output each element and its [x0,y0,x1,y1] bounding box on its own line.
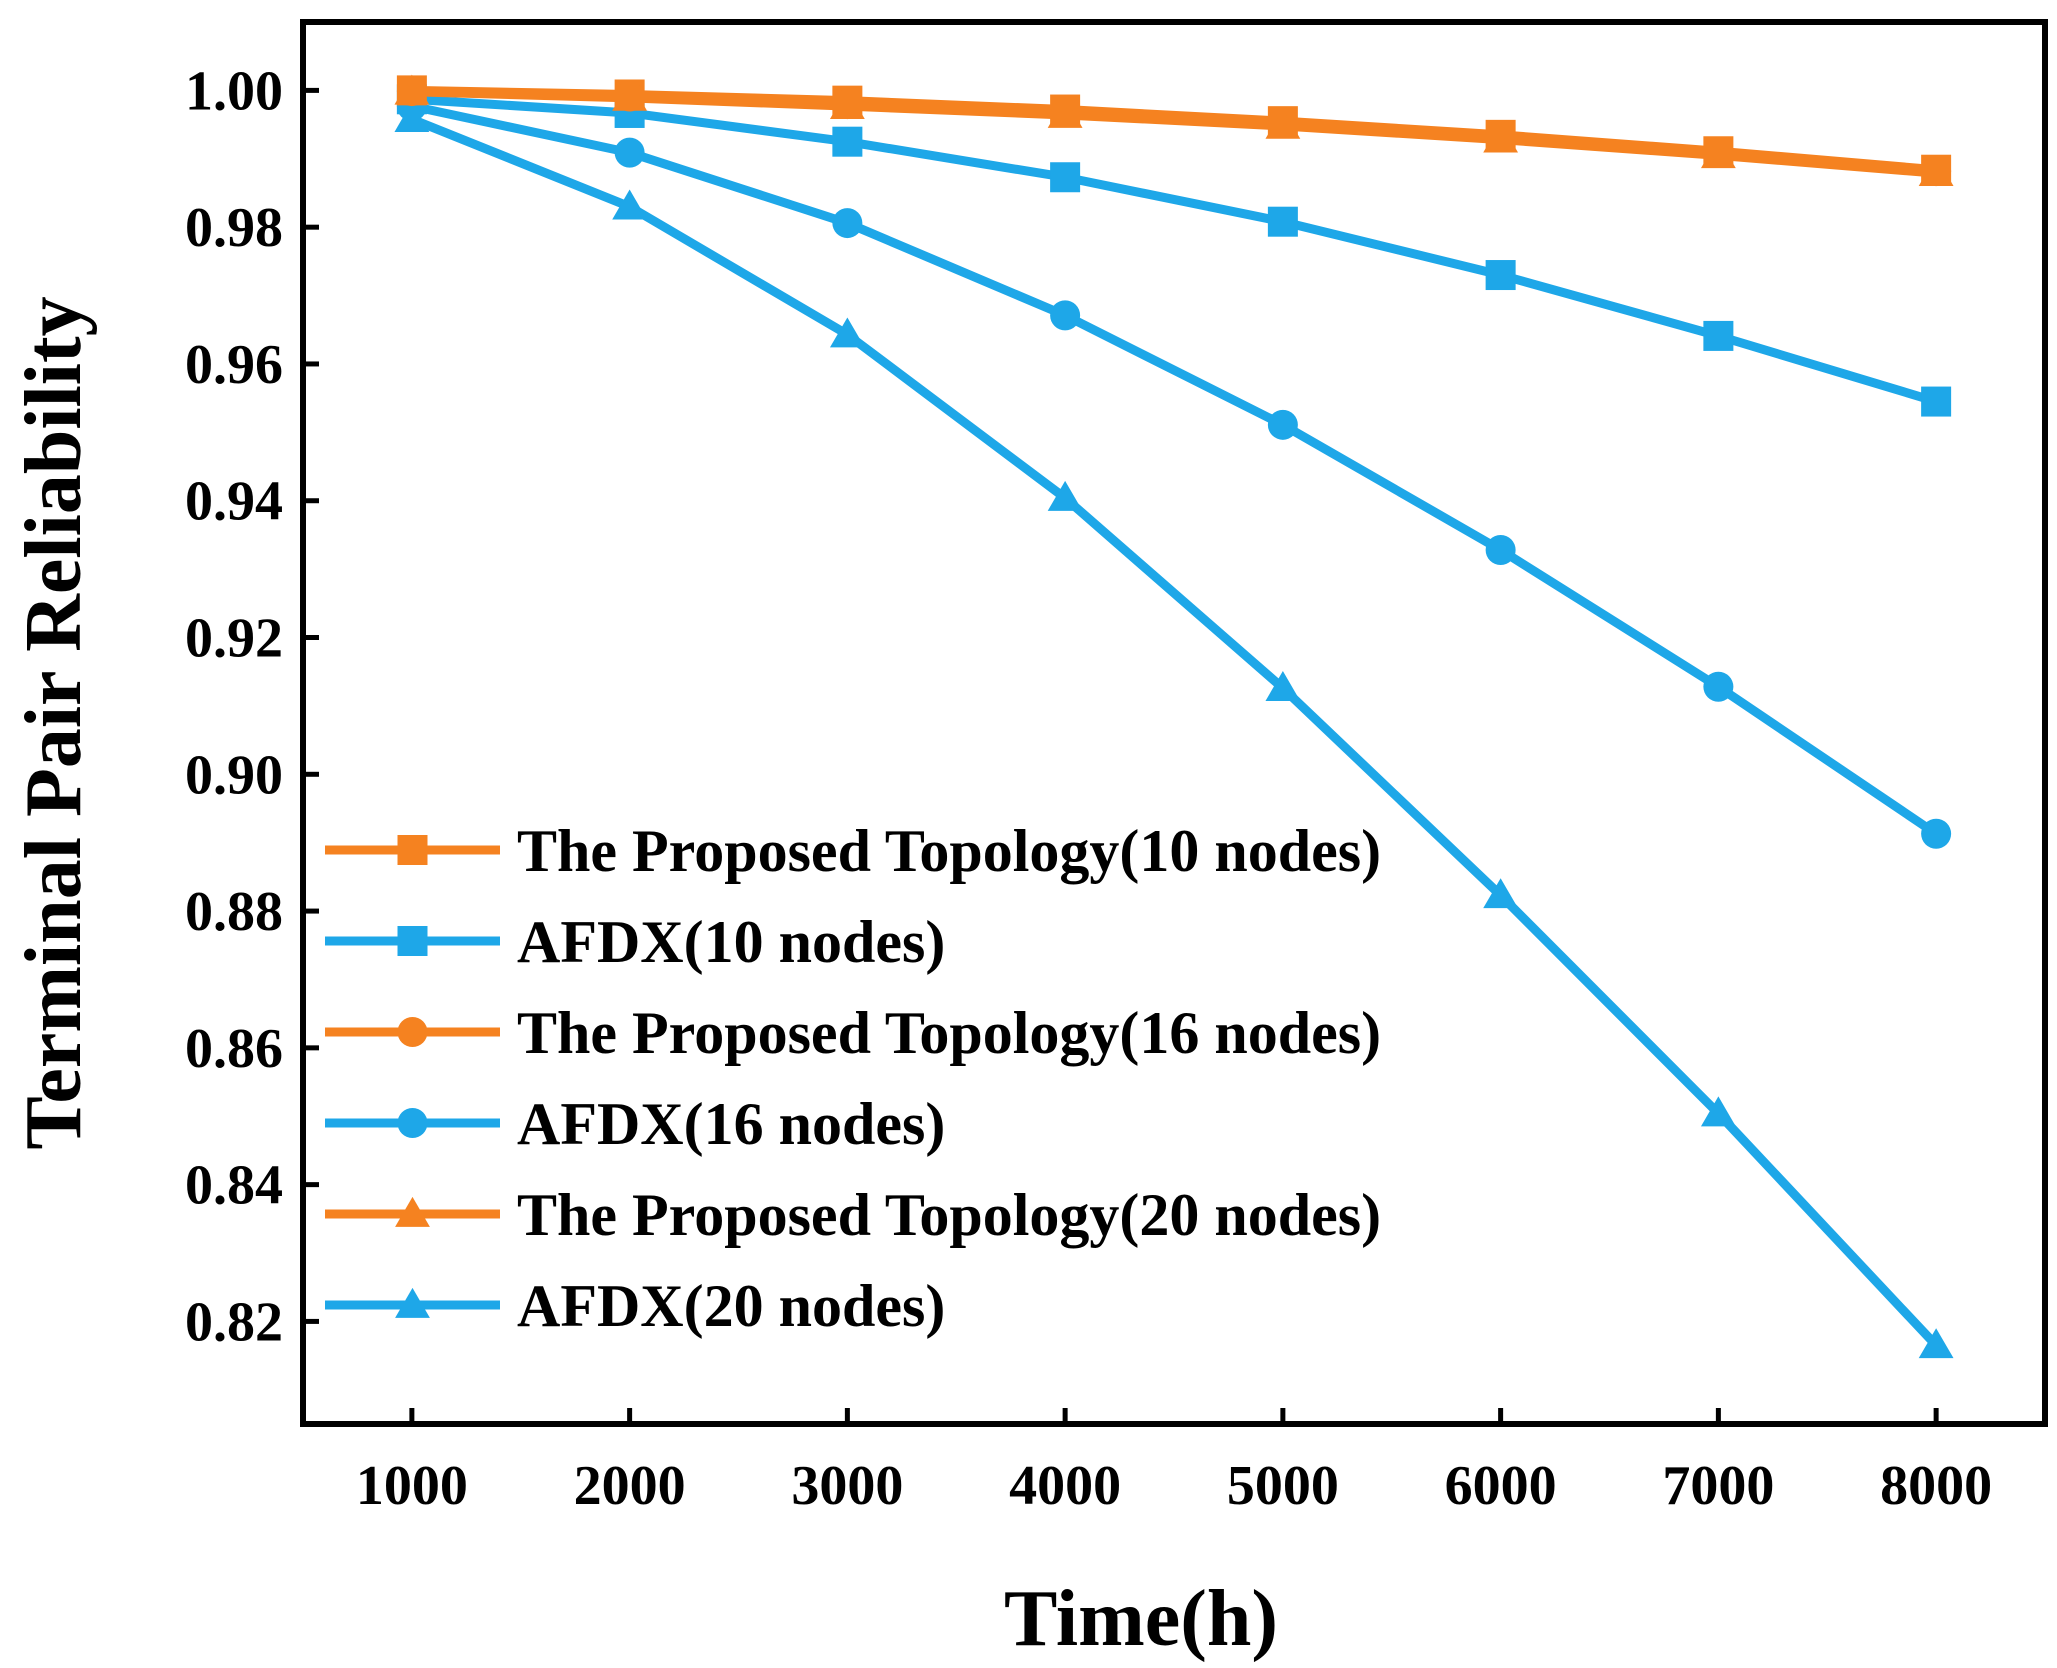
y-tick-label: 0.86 [185,1018,283,1080]
x-tick-label: 2000 [574,1455,686,1517]
data-point [1267,409,1298,440]
y-tick-label: 0.98 [185,197,283,259]
legend-marker [397,1108,428,1138]
legend-item: The Proposed Topology(16 nodes) [325,1000,1381,1066]
y-tick-label: 0.92 [185,608,283,670]
data-point [1485,260,1516,291]
legend-item: AFDX(20 nodes) [325,1273,945,1339]
y-axis: 0.82 0.84 0.86 0.88 0.90 0.92 0.94 0.96 0.98 1.00 [185,60,319,1353]
legend-marker [397,926,428,956]
data-point [1485,534,1516,565]
y-tick-label: 0.94 [185,471,283,533]
legend-item: The Proposed Topology(20 nodes) [325,1182,1381,1248]
legend-marker [397,835,428,865]
data-point [1267,206,1298,237]
plot-frame [300,19,2048,1427]
data-point [829,317,865,348]
legend-item: The Proposed Topology(10 nodes) [325,818,1381,884]
data-point [1047,480,1083,511]
data-point [1918,1328,1954,1359]
series-6 [394,102,1954,1359]
x-axis: 1000 2000 3000 4000 5000 6000 7000 8000 [356,1408,1992,1517]
legend-marker [395,1287,430,1318]
x-tick-label: 4000 [1009,1455,1121,1517]
data-point [832,208,863,239]
data-point [1703,671,1734,702]
legend-marker [397,1017,428,1047]
x-axis-title: Time(h) [1004,1575,1278,1663]
series-line [411,94,1938,406]
series-5 [394,74,1954,186]
x-tick-label: 5000 [1227,1455,1339,1517]
legend: The Proposed Topology(10 nodes) AFDX(10 n… [325,818,1381,1339]
data-point [394,74,430,105]
data-point [1921,386,1952,417]
y-tick-label: 0.84 [185,1155,283,1217]
data-point [394,102,430,132]
x-tick-label: 8000 [1880,1455,1992,1517]
legend-item: AFDX(16 nodes) [325,1091,945,1157]
data-point [832,126,863,157]
data-point [1703,320,1734,351]
x-tick-label: 7000 [1662,1455,1774,1517]
y-tick-label: 0.88 [185,881,283,943]
legend-label: The Proposed Topology(20 nodes) [517,1182,1381,1248]
data-point [1918,156,1954,186]
y-tick-label: 0.82 [185,1291,283,1353]
data-point [614,137,645,168]
data-point [1050,300,1081,331]
legend-label: The Proposed Topology(10 nodes) [517,818,1381,884]
data-point [612,189,648,220]
y-axis-title: Terminal Pair Reliability [10,296,98,1149]
data-point [1047,97,1083,128]
data-point [1700,138,1736,169]
data-point [1483,122,1519,153]
series-4 [396,91,1952,849]
data-point [1700,1096,1736,1127]
series-line [410,114,1940,1349]
legend-marker [395,1196,430,1227]
legend-item: AFDX(10 nodes) [325,909,945,975]
data-point [829,89,865,119]
x-tick-label: 6000 [1445,1455,1557,1517]
data-point [1265,108,1301,139]
series-line [410,101,1939,838]
legend-label: AFDX(20 nodes) [517,1273,945,1339]
legend-label: AFDX(16 nodes) [517,1091,945,1157]
data-point [612,80,648,111]
data-point [1050,162,1081,193]
x-tick-label: 1000 [356,1455,468,1517]
data-point [1921,818,1952,849]
legend-label: The Proposed Topology(16 nodes) [517,1000,1381,1066]
legend-label: AFDX(10 nodes) [517,909,945,975]
series-layer [394,74,1954,1359]
data-point [1265,671,1301,701]
y-tick-label: 1.00 [185,60,283,122]
x-tick-label: 3000 [791,1455,903,1517]
data-point [1483,878,1519,909]
y-tick-label: 0.96 [185,334,283,396]
series-line [411,87,1937,178]
y-tick-label: 0.90 [185,744,283,806]
